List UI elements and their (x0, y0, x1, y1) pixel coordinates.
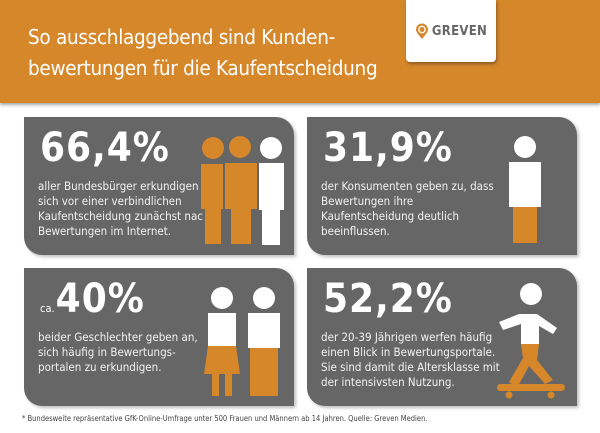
approx-prefix: ca. (40, 302, 55, 315)
title-line-2: bewertungen für die Kaufentscheidung (28, 56, 378, 80)
greven-logo: GREVEN (406, 0, 496, 62)
stat-card-1: 66,4% aller Bundesbürger erkundigen sich… (24, 117, 294, 255)
stat-value: 40% (55, 276, 145, 322)
footnote: * Bundesweite repräsentative GfK-Online-… (22, 414, 428, 423)
stat-text: der 20-39 Jährigen werfen häufig einen B… (321, 330, 500, 389)
logo-text: GREVEN (431, 23, 488, 39)
page-title: So ausschlaggebend sind Kunden- bewertun… (28, 22, 408, 84)
skateboarder-icon (497, 283, 565, 399)
stat-value: 66,4% (40, 125, 170, 171)
stat-text: der Konsumenten geben zu, dass Bewertung… (321, 179, 494, 238)
three-people-icon (199, 136, 284, 246)
stat-text: beider Geschlechter geben an, sich häufi… (38, 330, 198, 374)
stat-card-4: 52,2% der 20-39 Jährigen werfen häufig e… (307, 268, 577, 406)
stat-text: aller Bundesbürger erkundigen sich vor e… (38, 179, 210, 238)
person-icon (509, 136, 541, 243)
stat-card-2: 31,9% der Konsumenten geben zu, dass Bew… (307, 117, 577, 255)
title-line-1: So ausschlaggebend sind Kunden- (28, 25, 335, 49)
stat-card-3: ca.40% beider Geschlechter geben an, sic… (24, 268, 294, 406)
location-pin-icon (415, 23, 428, 39)
stat-value: 52,2% (323, 276, 453, 322)
stat-value: 31,9% (323, 125, 453, 171)
woman-man-icon (204, 287, 280, 396)
header: So ausschlaggebend sind Kunden- bewertun… (0, 0, 600, 103)
